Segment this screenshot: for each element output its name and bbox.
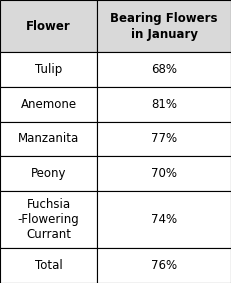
Bar — [97, 191, 231, 248]
Bar — [97, 122, 231, 156]
Text: Manzanita: Manzanita — [18, 132, 79, 145]
Text: 70%: 70% — [151, 167, 177, 180]
Bar — [0, 52, 97, 87]
Text: 76%: 76% — [151, 259, 177, 272]
Bar — [0, 191, 97, 248]
Text: 77%: 77% — [151, 132, 177, 145]
Bar — [97, 87, 231, 122]
Text: Peony: Peony — [31, 167, 66, 180]
Text: 74%: 74% — [151, 213, 177, 226]
Bar — [0, 156, 97, 191]
Text: Tulip: Tulip — [35, 63, 62, 76]
Text: Anemone: Anemone — [21, 98, 76, 111]
Bar — [97, 248, 231, 283]
Text: Flower: Flower — [26, 20, 71, 33]
Text: Bearing Flowers
in January: Bearing Flowers in January — [110, 12, 218, 41]
Bar — [97, 52, 231, 87]
Bar — [0, 122, 97, 156]
Bar — [0, 0, 97, 52]
Text: Fuchsia
-Flowering
Currant: Fuchsia -Flowering Currant — [18, 198, 79, 241]
Bar — [0, 87, 97, 122]
Bar — [97, 0, 231, 52]
Text: Total: Total — [35, 259, 62, 272]
Text: 68%: 68% — [151, 63, 177, 76]
Bar — [97, 156, 231, 191]
Text: 81%: 81% — [151, 98, 177, 111]
Bar — [0, 248, 97, 283]
